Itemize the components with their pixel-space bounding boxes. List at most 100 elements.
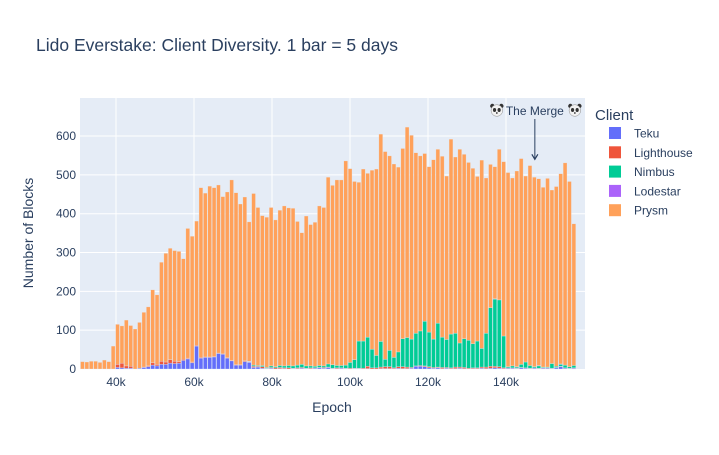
bar-nimbus[interactable]: [510, 366, 514, 368]
bar-teku[interactable]: [217, 353, 221, 369]
bar-prysm[interactable]: [471, 168, 475, 343]
bar-nimbus[interactable]: [300, 364, 304, 367]
bar-prysm[interactable]: [313, 222, 317, 366]
bar-lighthouse[interactable]: [116, 364, 120, 367]
bar-prysm[interactable]: [559, 174, 563, 364]
bar-prysm[interactable]: [102, 360, 106, 369]
bar-prysm[interactable]: [282, 206, 286, 366]
bar-teku[interactable]: [256, 367, 260, 369]
bar-prysm[interactable]: [335, 180, 339, 366]
bar-nimbus[interactable]: [353, 360, 357, 369]
bar-lighthouse[interactable]: [151, 363, 155, 365]
bar-lighthouse[interactable]: [164, 362, 168, 364]
bar-lighthouse[interactable]: [401, 367, 405, 369]
bar-prysm[interactable]: [370, 170, 374, 349]
bar-lighthouse[interactable]: [159, 361, 163, 364]
bar-prysm[interactable]: [107, 362, 111, 369]
bar-nimbus[interactable]: [304, 366, 308, 368]
bar-teku[interactable]: [173, 364, 177, 369]
bar-prysm[interactable]: [217, 185, 221, 353]
bar-nimbus[interactable]: [278, 366, 282, 368]
bar-prysm[interactable]: [256, 207, 260, 365]
bar-prysm[interactable]: [116, 324, 120, 364]
bar-nimbus[interactable]: [414, 333, 418, 366]
bar-prysm[interactable]: [269, 207, 273, 365]
bar-teku[interactable]: [559, 367, 563, 369]
bar-nimbus[interactable]: [339, 366, 343, 368]
bar-prysm[interactable]: [85, 362, 89, 369]
bar-prysm[interactable]: [532, 177, 536, 366]
bar-nimbus[interactable]: [370, 349, 374, 368]
bar-prysm[interactable]: [164, 253, 168, 362]
bar-nimbus[interactable]: [418, 331, 422, 366]
bar-nimbus[interactable]: [480, 348, 484, 367]
bar-nimbus[interactable]: [309, 366, 313, 368]
bar-nimbus[interactable]: [282, 366, 286, 368]
bar-nimbus[interactable]: [405, 338, 409, 368]
bar-lighthouse[interactable]: [489, 366, 493, 368]
bar-lighthouse[interactable]: [129, 366, 133, 368]
bar-nimbus[interactable]: [475, 341, 479, 368]
bar-prysm[interactable]: [309, 225, 313, 366]
bar-prysm[interactable]: [445, 176, 449, 339]
bar-prysm[interactable]: [199, 188, 203, 358]
bar-lighthouse[interactable]: [366, 366, 370, 368]
bar-nimbus[interactable]: [287, 366, 291, 368]
bar-prysm[interactable]: [502, 162, 506, 336]
bar-lighthouse[interactable]: [383, 367, 387, 369]
bar-nimbus[interactable]: [462, 339, 466, 368]
bar-teku[interactable]: [199, 358, 203, 369]
bar-prysm[interactable]: [480, 160, 484, 348]
bar-lighthouse[interactable]: [173, 361, 177, 363]
bar-teku[interactable]: [238, 365, 242, 369]
bar-prysm[interactable]: [379, 134, 383, 341]
bar-prysm[interactable]: [181, 259, 185, 360]
bar-prysm[interactable]: [550, 190, 554, 364]
bar-teku[interactable]: [155, 366, 159, 369]
bar-prysm[interactable]: [155, 295, 159, 364]
bar-prysm[interactable]: [440, 156, 444, 337]
bar-nimbus[interactable]: [467, 340, 471, 368]
bar-prysm[interactable]: [186, 228, 190, 358]
bar-prysm[interactable]: [322, 207, 326, 365]
bar-prysm[interactable]: [124, 320, 128, 366]
bar-lighthouse[interactable]: [124, 366, 128, 368]
bar-nimbus[interactable]: [401, 339, 405, 367]
bar-prysm[interactable]: [177, 251, 181, 361]
bar-nimbus[interactable]: [489, 308, 493, 367]
bar-nimbus[interactable]: [379, 341, 383, 367]
bar-nimbus[interactable]: [550, 364, 554, 369]
bar-nimbus[interactable]: [436, 323, 440, 367]
bar-prysm[interactable]: [120, 326, 124, 363]
bar-prysm[interactable]: [510, 178, 514, 366]
bar-nimbus[interactable]: [471, 344, 475, 368]
bar-prysm[interactable]: [546, 178, 550, 367]
bar-prysm[interactable]: [195, 221, 199, 345]
bar-prysm[interactable]: [568, 181, 572, 366]
bar-prysm[interactable]: [221, 197, 225, 354]
bar-prysm[interactable]: [247, 222, 251, 361]
bar-prysm[interactable]: [274, 220, 278, 367]
bar-teku[interactable]: [146, 367, 150, 369]
bar-lighthouse[interactable]: [168, 360, 172, 363]
bar-nimbus[interactable]: [335, 366, 339, 368]
bar-nimbus[interactable]: [361, 341, 365, 368]
bar-prysm[interactable]: [300, 233, 304, 365]
legend-item-nimbus[interactable]: Nimbus: [609, 165, 675, 179]
bar-prysm[interactable]: [563, 163, 567, 365]
bar-prysm[interactable]: [493, 167, 497, 299]
bar-prysm[interactable]: [423, 154, 427, 322]
bar-prysm[interactable]: [243, 197, 247, 361]
bar-prysm[interactable]: [331, 185, 335, 364]
bar-nimbus[interactable]: [432, 339, 436, 367]
bar-nimbus[interactable]: [374, 355, 378, 367]
bar-nimbus[interactable]: [458, 343, 462, 367]
bar-prysm[interactable]: [497, 149, 501, 300]
bar-prysm[interactable]: [234, 193, 238, 365]
bar-nimbus[interactable]: [348, 362, 352, 368]
bar-prysm[interactable]: [326, 177, 330, 364]
bar-teku[interactable]: [164, 364, 168, 369]
bar-nimbus[interactable]: [423, 321, 427, 366]
bar-prysm[interactable]: [133, 329, 137, 369]
